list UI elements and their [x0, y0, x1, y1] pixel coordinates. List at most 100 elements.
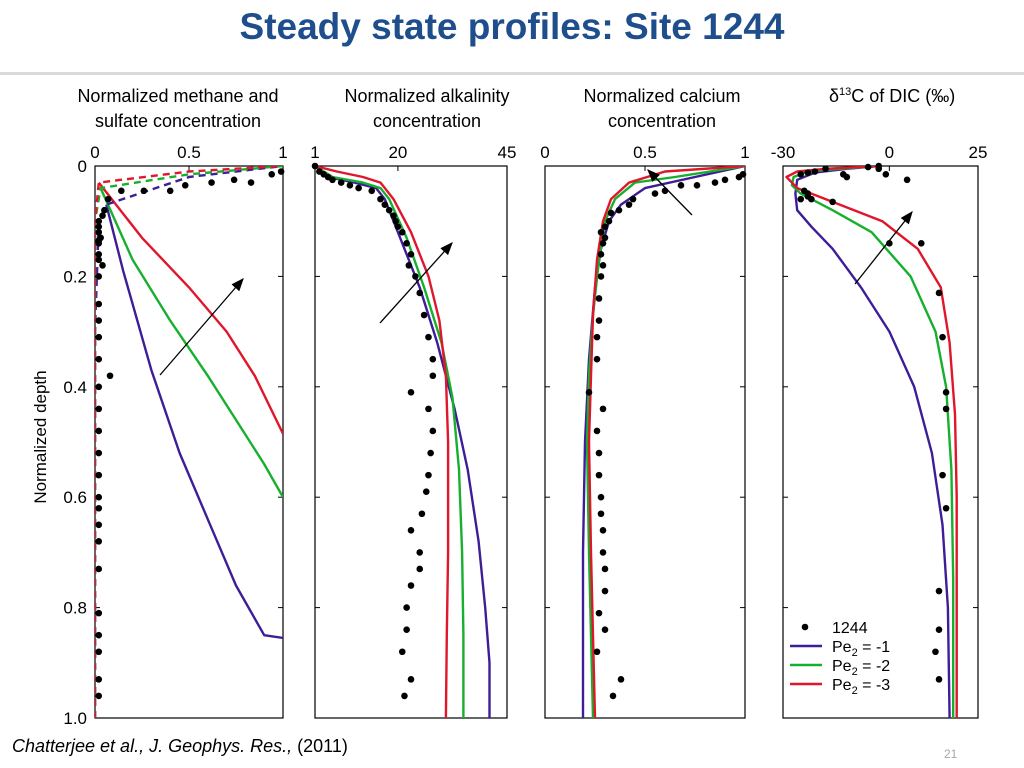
data-point: [615, 206, 623, 214]
data-point: [593, 648, 601, 656]
plot-frame: [314, 165, 508, 719]
data-point: [601, 565, 609, 573]
trend-arrow: [854, 210, 913, 285]
series-line: [315, 166, 450, 718]
data-point: [797, 170, 805, 178]
data-point: [864, 163, 872, 171]
data-point: [95, 565, 103, 573]
data-point: [601, 234, 609, 242]
data-point: [407, 676, 415, 683]
slide-title: Steady state profiles: Site 1244: [239, 6, 785, 47]
data-point: [95, 273, 103, 280]
data-point: [95, 383, 103, 391]
data-point: [95, 217, 103, 225]
data-point: [95, 251, 103, 258]
data-point: [398, 648, 406, 656]
citation-year: (2011): [297, 736, 348, 756]
data-point: [416, 289, 424, 297]
legend-marker-dot: [801, 623, 809, 631]
series-line: [95, 166, 283, 718]
data-point: [843, 173, 851, 181]
y-tick-label: 0.4: [63, 378, 87, 397]
data-point: [405, 262, 413, 269]
data-point: [95, 504, 103, 512]
data-point: [804, 193, 812, 200]
y-tick-label: 0: [78, 157, 87, 176]
data-point: [311, 162, 319, 170]
data-point: [181, 182, 189, 189]
data-point: [277, 168, 285, 175]
data-point: [95, 355, 103, 363]
x-tick-label: 1: [310, 143, 319, 162]
data-point: [95, 631, 103, 639]
data-point: [95, 300, 103, 308]
trend-arrow: [159, 278, 244, 376]
data-point: [599, 262, 607, 269]
data-point: [429, 372, 437, 380]
legend-label: Pe2 = -3: [832, 677, 890, 697]
chart-title-line: sulfate concentration: [95, 111, 261, 131]
data-point: [593, 333, 601, 341]
data-point: [346, 182, 354, 189]
data-point: [942, 405, 950, 413]
data-point: [401, 692, 408, 700]
data-point: [595, 317, 603, 324]
series-line: [105, 204, 283, 640]
data-point: [377, 195, 384, 203]
data-point: [95, 427, 103, 435]
chart-title: δ13C of DIC (‰): [829, 86, 955, 106]
data-point: [661, 187, 669, 195]
series-line: [587, 166, 745, 718]
data-point: [407, 582, 415, 589]
data-point: [425, 333, 432, 341]
series-line: [785, 166, 958, 718]
data-point: [903, 176, 911, 184]
y-tick-label: 0.8: [63, 599, 87, 618]
data-point: [416, 565, 424, 573]
data-point: [797, 195, 805, 203]
data-point: [939, 333, 946, 341]
data-point: [95, 609, 103, 617]
x-tick-label: 0.5: [633, 143, 657, 162]
data-point: [917, 239, 925, 247]
x-tick-label: 25: [969, 143, 988, 162]
data-point: [99, 262, 106, 269]
data-point: [875, 165, 883, 173]
data-point: [886, 239, 893, 247]
data-point: [597, 493, 605, 501]
chart-title-line: Normalized calcium: [583, 86, 740, 106]
data-point: [935, 587, 943, 595]
data-point: [804, 169, 812, 176]
data-point: [268, 170, 276, 178]
series-line: [95, 166, 283, 718]
data-point: [230, 176, 238, 184]
plot-frame: [544, 165, 746, 719]
chart-title-line: concentration: [608, 111, 716, 131]
data-point: [735, 173, 743, 181]
data-point: [609, 692, 617, 700]
data-point: [597, 510, 605, 518]
citation-authors: Chatterjee et al., J. Geophys. Res.,: [12, 736, 298, 756]
trend-arrow: [647, 169, 693, 216]
data-point: [95, 493, 103, 501]
data-point: [95, 405, 103, 413]
data-point: [140, 187, 148, 195]
data-point: [721, 176, 729, 184]
data-point: [95, 538, 103, 545]
data-point: [390, 212, 397, 219]
data-point: [599, 549, 607, 556]
data-point: [935, 289, 943, 297]
page-number: 21: [944, 747, 958, 761]
data-point: [595, 449, 603, 457]
data-point: [605, 217, 613, 225]
data-point: [99, 212, 106, 219]
data-point: [95, 223, 103, 231]
data-point: [394, 223, 402, 231]
plot-frame: [94, 165, 284, 719]
data-point: [599, 527, 607, 534]
data-point: [939, 471, 946, 479]
chart-panel-3: Normalized calcium concentration 0 0.5 1: [540, 86, 750, 719]
data-point: [118, 187, 125, 195]
data-point: [425, 405, 432, 413]
